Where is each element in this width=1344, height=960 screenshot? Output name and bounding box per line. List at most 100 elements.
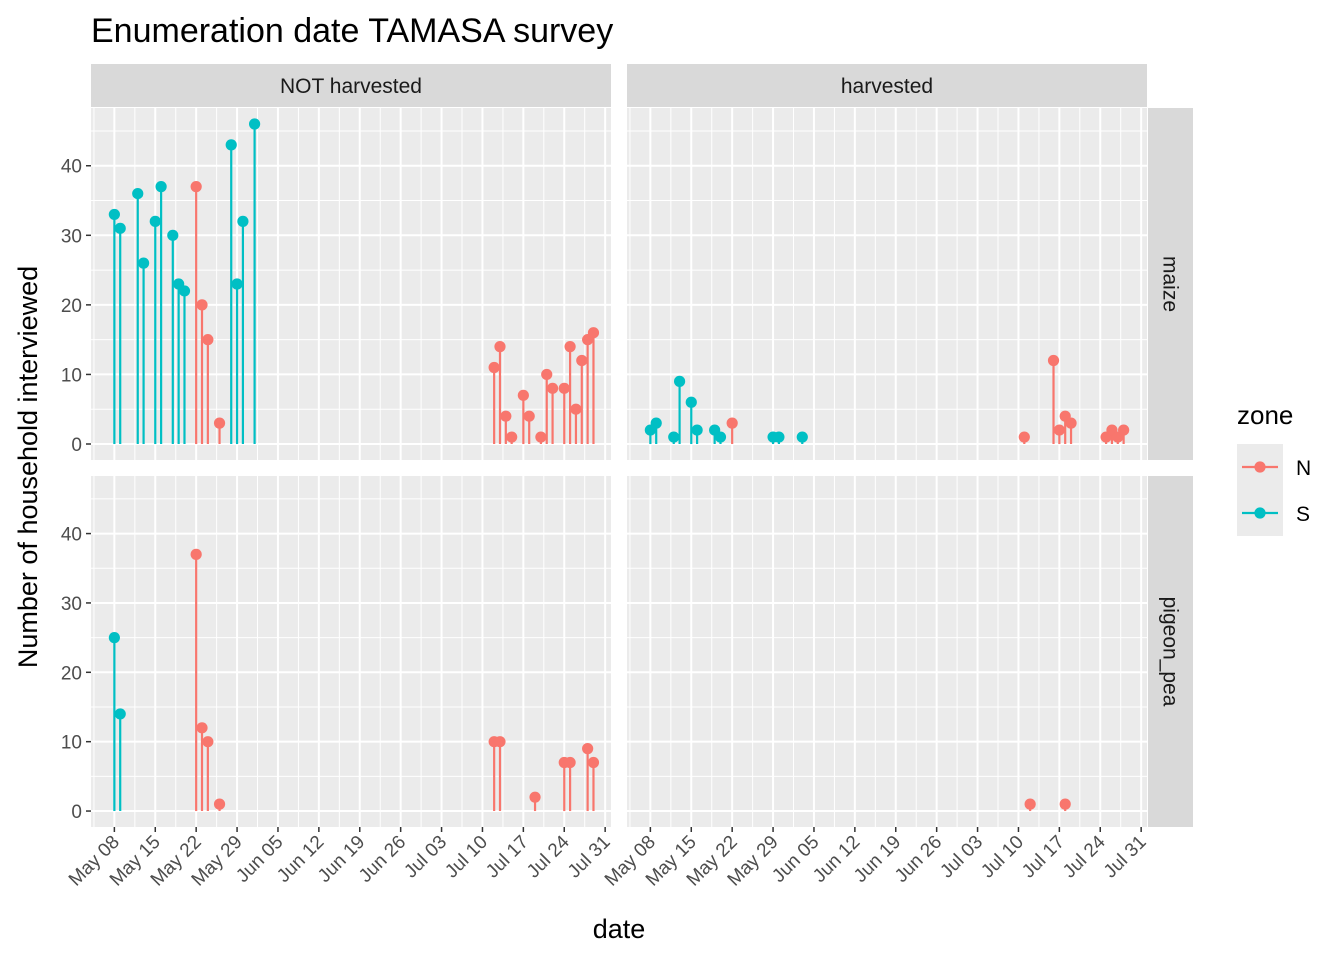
data-point — [650, 417, 662, 429]
data-point — [726, 417, 738, 429]
data-point — [190, 548, 202, 560]
data-point — [506, 431, 518, 443]
data-point — [523, 410, 535, 422]
data-point — [564, 341, 576, 353]
data-point — [546, 382, 559, 394]
facet-label-col: harvested — [841, 75, 933, 98]
data-point — [202, 736, 214, 748]
data-point — [1118, 424, 1130, 436]
data-point — [517, 389, 529, 401]
x-tick-label: Jul 10 — [441, 832, 492, 883]
panel-background — [91, 476, 611, 827]
data-point — [190, 181, 202, 193]
panel-background — [627, 476, 1147, 827]
data-point — [570, 403, 582, 415]
y-tick-label: 40 — [61, 157, 82, 178]
data-point — [213, 417, 226, 429]
x-tick-label: Jun 26 — [891, 832, 946, 887]
data-point — [1065, 417, 1077, 429]
panel-background — [627, 108, 1147, 460]
data-point — [137, 257, 150, 269]
series-S — [108, 632, 126, 812]
data-point — [202, 334, 214, 346]
data-point — [1053, 424, 1065, 436]
data-point — [535, 431, 547, 443]
data-point — [167, 229, 179, 241]
data-point — [178, 285, 191, 297]
facet-panels: NOT harvested harvested maize pigeon_pea 0 10… — [61, 64, 1193, 891]
data-point — [1047, 354, 1060, 367]
series-N — [726, 354, 1130, 444]
data-point — [773, 431, 785, 443]
legend-key-point — [1254, 507, 1266, 519]
data-point — [488, 361, 500, 374]
data-point — [237, 215, 249, 227]
legend: zone NS — [1237, 400, 1311, 536]
y-tick-label: 20 — [61, 663, 82, 684]
data-point — [582, 743, 594, 755]
data-point — [576, 354, 588, 367]
series-N — [190, 181, 600, 444]
data-point — [500, 410, 512, 422]
data-point — [1024, 798, 1036, 810]
data-point — [587, 327, 600, 339]
legend-title: zone — [1237, 400, 1293, 430]
data-point — [213, 798, 226, 810]
y-tick-label: 10 — [61, 365, 82, 386]
x-axis-label: date — [593, 914, 646, 944]
data-point — [114, 222, 126, 234]
data-point — [685, 396, 697, 408]
facet-strip-row — [1148, 108, 1193, 460]
y-tick-label: 30 — [61, 226, 82, 247]
series-S — [108, 118, 261, 444]
data-point — [668, 431, 680, 443]
facet-label-row: maize — [1159, 256, 1182, 312]
y-axis-label: Number of household interviewed — [13, 266, 43, 668]
chart-title: Enumeration date TAMASA survey — [91, 12, 613, 50]
data-point — [494, 341, 506, 353]
data-point — [248, 118, 261, 130]
data-point — [587, 756, 600, 769]
y-tick-label: 40 — [61, 525, 82, 546]
data-point — [114, 708, 126, 720]
data-point — [196, 722, 208, 734]
data-point — [225, 139, 237, 151]
y-tick-label: 30 — [61, 594, 82, 615]
data-point — [108, 632, 120, 644]
data-point — [149, 215, 161, 227]
facet-label-col: NOT harvested — [280, 75, 422, 98]
x-tick-label: Jun 26 — [355, 832, 410, 887]
x-tick-label: Jul 31 — [1100, 832, 1151, 883]
y-tick-label: 10 — [61, 733, 82, 754]
y-tick-label: 20 — [61, 296, 82, 317]
legend-label: S — [1296, 503, 1310, 526]
data-point — [691, 424, 703, 436]
data-point — [231, 278, 243, 290]
y-tick-label: 0 — [71, 802, 82, 823]
data-point — [541, 368, 553, 381]
x-tick-label: Jul 24 — [523, 831, 574, 882]
data-point — [529, 791, 541, 803]
legend-label: N — [1296, 457, 1311, 480]
data-point — [196, 299, 208, 311]
facet-strip-row — [1148, 476, 1193, 827]
panel-background — [91, 108, 611, 460]
facet-strip-col — [627, 64, 1147, 107]
data-point — [108, 208, 120, 221]
y-tick-label: 0 — [71, 435, 82, 456]
x-tick-label: Jul 17 — [482, 832, 533, 883]
data-point — [132, 187, 144, 200]
facet-label-row: pigeon_pea — [1159, 597, 1182, 707]
legend-key-point — [1254, 461, 1266, 473]
x-tick-label: Jul 03 — [400, 832, 451, 883]
data-point — [714, 431, 727, 443]
data-point — [673, 375, 686, 387]
data-point — [1018, 431, 1030, 443]
x-tick-label: Jul 17 — [1018, 832, 1069, 883]
data-point — [155, 181, 167, 193]
data-point — [796, 431, 808, 443]
x-tick-label: Jul 03 — [936, 832, 987, 883]
series-N — [190, 548, 600, 812]
data-point — [558, 382, 570, 394]
